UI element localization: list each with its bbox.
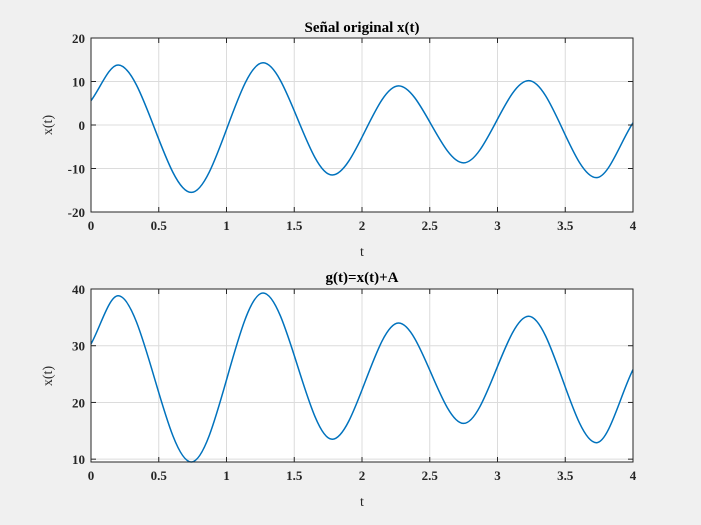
x-tick-label: 3.5 — [557, 218, 574, 233]
series-line — [90, 62, 634, 194]
chart-title: g(t)=x(t)+A — [326, 270, 399, 286]
x-tick-label: 2 — [359, 468, 366, 483]
x-tick-label: 4 — [630, 468, 637, 483]
x-tick-label: 2.5 — [422, 218, 439, 233]
x-axis-label: t — [360, 495, 364, 510]
x-tick-label: 4 — [630, 218, 637, 233]
x-tick-label: 1.5 — [286, 218, 303, 233]
x-tick-label: 3 — [494, 218, 501, 233]
y-tick-label: 20 — [72, 395, 85, 410]
y-axis-label: x(t) — [41, 366, 56, 387]
x-tick-label: 0.5 — [151, 218, 168, 233]
ticks: 0 0.5 1 1.5 2 2.5 3 3.5 4 -20 -10 0 10 20 — [68, 31, 637, 233]
x-tick-label: 2 — [359, 218, 366, 233]
x-tick-label: 1.5 — [286, 468, 303, 483]
y-tick-label: 10 — [72, 75, 85, 90]
x-tick-label: 2.5 — [422, 468, 439, 483]
x-tick-label: 0.5 — [151, 468, 168, 483]
y-tick-label: 10 — [72, 452, 85, 467]
ticks: 0 0.5 1 1.5 2 2.5 3 3.5 4 10 20 30 40 — [72, 282, 637, 483]
x-tick-label: 3.5 — [557, 468, 574, 483]
x-tick-label: 1 — [223, 218, 230, 233]
y-axis-label: x(t) — [41, 115, 56, 136]
x-tick-label: 0 — [88, 468, 95, 483]
y-tick-label: 0 — [79, 118, 86, 133]
series-line — [90, 292, 634, 463]
x-tick-label: 0 — [88, 218, 95, 233]
x-tick-label: 1 — [223, 468, 230, 483]
y-tick-label: -20 — [68, 205, 85, 220]
x-axis-label: t — [360, 245, 364, 260]
y-tick-label: 20 — [72, 31, 85, 46]
y-tick-label: 30 — [72, 339, 85, 354]
y-tick-label: -10 — [68, 162, 85, 177]
x-tick-label: 3 — [494, 468, 501, 483]
chart-title: Señal original x(t) — [305, 20, 420, 36]
y-tick-label: 40 — [72, 282, 85, 297]
subplot-signal-original: 0 0.5 1 1.5 2 2.5 3 3.5 4 -20 -10 0 10 20 Señal origi… — [41, 20, 637, 260]
